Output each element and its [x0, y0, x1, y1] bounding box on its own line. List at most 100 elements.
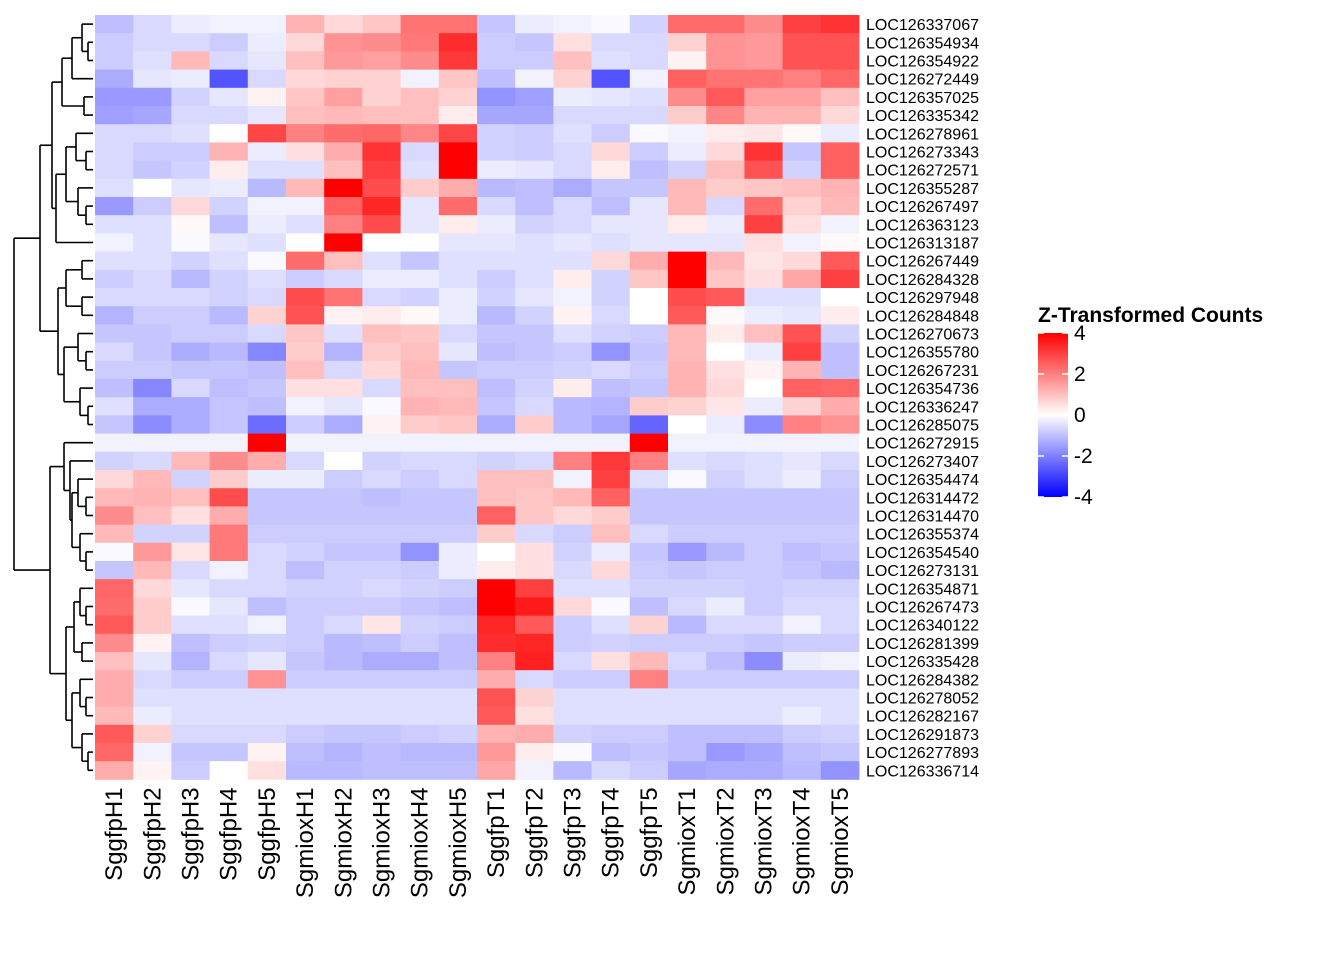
heatmap-cell	[362, 360, 401, 380]
heatmap-cell	[668, 324, 707, 343]
heatmap-cell	[820, 451, 860, 471]
heatmap-cell	[286, 670, 325, 689]
heatmap-cell	[247, 379, 287, 398]
heatmap-cell	[591, 288, 631, 307]
heatmap-cell	[744, 342, 783, 362]
row-label: LOC126354474	[866, 472, 979, 489]
heatmap-cell	[209, 670, 249, 689]
heatmap-cell	[400, 397, 440, 416]
heatmap-cell	[515, 470, 554, 489]
heatmap-cell	[400, 379, 440, 398]
heatmap-cell	[324, 688, 363, 707]
heatmap-cell	[286, 360, 325, 380]
heatmap-cell	[820, 542, 860, 562]
heatmap-cell	[362, 633, 401, 653]
heatmap-cell	[247, 288, 287, 307]
heatmap-cell	[438, 178, 478, 198]
heatmap-cell	[477, 579, 516, 598]
heatmap-cell	[629, 397, 669, 416]
heatmap-cell	[95, 488, 134, 507]
heatmap-cell	[171, 451, 210, 471]
heatmap-cell	[629, 561, 669, 580]
heatmap-cell	[629, 415, 669, 434]
heatmap-cell	[706, 724, 745, 744]
heatmap-cell	[400, 178, 440, 198]
heatmap-cell	[668, 33, 707, 52]
heatmap-cell	[247, 15, 287, 34]
heatmap-cell	[362, 579, 401, 598]
heatmap-cell	[247, 579, 287, 598]
heatmap-cell	[706, 360, 745, 380]
heatmap-cell	[820, 33, 860, 52]
heatmap-cell	[400, 288, 440, 307]
heatmap-cell	[477, 761, 516, 780]
heatmap-cell	[171, 670, 210, 689]
heatmap-cell	[629, 288, 669, 307]
heatmap-cell	[133, 69, 172, 89]
heatmap-cell	[477, 688, 516, 707]
heatmap-cell	[515, 269, 554, 289]
heatmap-cell	[820, 579, 860, 598]
heatmap-cell	[171, 142, 210, 161]
heatmap-cell	[553, 178, 592, 198]
heatmap-cell	[438, 160, 478, 180]
heatmap-cell	[324, 652, 363, 671]
heatmap-cell	[782, 215, 822, 234]
row-label: LOC126354934	[866, 35, 979, 52]
heatmap-cell	[247, 106, 287, 125]
heatmap-cell	[820, 360, 860, 380]
heatmap-cell	[133, 706, 172, 726]
heatmap-cell	[668, 306, 707, 325]
heatmap-cell	[286, 524, 325, 544]
heatmap-cell	[171, 652, 210, 671]
heatmap-cell	[286, 688, 325, 707]
heatmap-cell	[362, 178, 401, 198]
heatmap-cell	[477, 470, 516, 489]
heatmap-cell	[286, 597, 325, 616]
heatmap-cell	[706, 160, 745, 180]
row-label: LOC126335428	[866, 654, 979, 671]
heatmap-cell	[706, 87, 745, 107]
heatmap-cell	[782, 124, 822, 143]
heatmap-cell	[438, 233, 478, 252]
heatmap-cell	[362, 233, 401, 252]
row-label: LOC126336247	[866, 399, 979, 416]
row-label: LOC126355374	[866, 527, 979, 544]
heatmap-cell	[591, 233, 631, 252]
heatmap-cell	[400, 269, 440, 289]
heatmap-cell	[591, 87, 631, 107]
heatmap-cell	[706, 597, 745, 616]
heatmap-cell	[782, 69, 822, 89]
heatmap-cell	[515, 197, 554, 216]
heatmap-cell	[324, 51, 363, 70]
heatmap-cell	[133, 597, 172, 616]
heatmap-cell	[706, 488, 745, 507]
heatmap-cell	[209, 724, 249, 744]
heatmap-cell	[209, 451, 249, 471]
heatmap-cell	[400, 342, 440, 362]
heatmap-cell	[553, 288, 592, 307]
heatmap-cell	[591, 433, 631, 453]
heatmap-cell	[553, 451, 592, 471]
heatmap-cell	[133, 415, 172, 434]
heatmap-cell	[247, 451, 287, 471]
heatmap-cell	[629, 160, 669, 180]
heatmap-cell	[133, 269, 172, 289]
heatmap-cell	[744, 160, 783, 180]
heatmap-cell	[629, 670, 669, 689]
heatmap-cell	[820, 342, 860, 362]
heatmap-cell	[133, 288, 172, 307]
heatmap-cell	[171, 324, 210, 343]
row-label: LOC126355287	[866, 181, 979, 198]
heatmap-cell	[324, 15, 363, 34]
heatmap-cell	[209, 379, 249, 398]
heatmap-cell	[438, 724, 478, 744]
heatmap-cell	[400, 87, 440, 107]
heatmap-cell	[820, 124, 860, 143]
heatmap-cell	[782, 342, 822, 362]
heatmap-cell	[744, 579, 783, 598]
heatmap-cell	[438, 561, 478, 580]
heatmap-cell	[171, 124, 210, 143]
heatmap-cell	[438, 397, 478, 416]
heatmap-cell	[477, 160, 516, 180]
